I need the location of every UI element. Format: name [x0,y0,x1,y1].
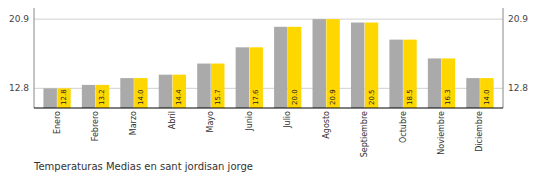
y2-tick-label: 20.9 [508,14,528,24]
y2-axis-line [503,8,504,108]
grid-line [34,19,503,20]
data-label: 14.0 [483,89,491,105]
bar [365,23,378,108]
bar [389,40,402,108]
x-tick-label: Abril [168,111,177,129]
bar [466,78,479,108]
data-label: 13.2 [98,89,106,105]
x-tick-label: Diciembre [475,111,484,152]
data-label: 14.4 [175,89,183,105]
bar [96,85,109,108]
bar [159,75,172,108]
x-axis-line [34,108,503,109]
data-label: 17.6 [252,89,260,105]
x-tick-label: Septiembre [360,111,369,157]
x-tick-label: Julio [283,111,292,129]
bar [442,58,455,108]
bar [249,47,262,108]
x-tick-label: Febrero [91,111,100,141]
x-tick-label: Junio [245,111,254,132]
y-tick-label: 20.9 [9,14,29,24]
bar [43,88,56,108]
bar [236,47,249,108]
x-tick-label: Agosto [322,111,331,139]
y2-tick-label: 12.8 [508,83,528,93]
title: Temperaturas Medias en sant jordisan jor… [33,161,253,172]
bar [313,19,326,108]
bar [197,64,210,108]
data-label: 16.3 [444,89,452,105]
x-tick-label: Enero [53,111,62,134]
bar [288,27,301,108]
bar [134,78,147,108]
x-tick-label: Octubre [399,111,408,143]
x-tick-label: Marzo [129,111,138,135]
bar [120,78,133,108]
bar [82,85,95,108]
data-label: 20.0 [291,89,299,105]
data-label: 20.5 [368,89,376,105]
bar [274,27,287,108]
bar [57,88,70,108]
bar [351,23,364,108]
data-label: 15.7 [214,89,222,105]
bar [403,40,416,108]
bar [173,75,186,108]
y-axis-line [34,8,35,108]
data-label: 20.9 [329,89,337,105]
chart: 12.8 12.8 20.9 20.9 12.8 13.2 14.0 14.4 15.7 17.6… [0,0,537,174]
bar [211,64,224,108]
data-label: 14.0 [137,89,145,105]
data-label: 18.5 [406,89,414,105]
x-tick-label: Noviembre [437,111,446,155]
bar [428,58,441,108]
x-tick-label: Mayo [206,111,215,133]
bar [480,78,493,108]
y-tick-label: 12.8 [9,83,29,93]
bar [326,19,339,108]
bars [43,19,493,108]
data-label: 12.8 [60,89,68,105]
